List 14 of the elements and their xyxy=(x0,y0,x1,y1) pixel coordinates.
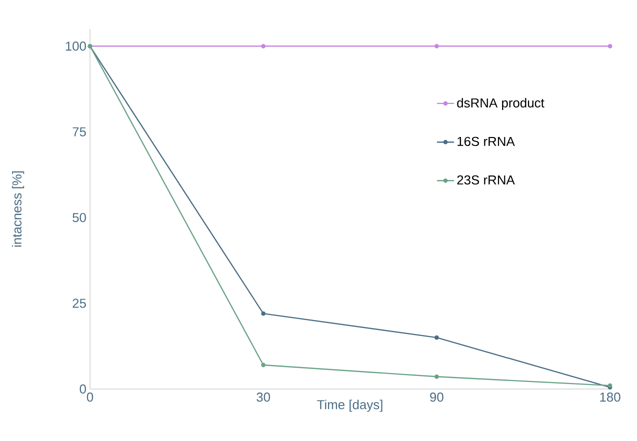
y-tick-label: 100 xyxy=(66,42,86,51)
y-tick-label: 50 xyxy=(72,212,86,222)
y-tick-label: 0 xyxy=(80,384,86,394)
legend-label: 23S rRNA xyxy=(457,175,515,185)
x-axis-title: Time [days] xyxy=(317,400,382,412)
y-tick-label: 25 xyxy=(72,298,86,308)
y-tick-label: 75 xyxy=(72,127,86,136)
x-tick-label: 180 xyxy=(600,392,620,402)
x-tick-label: 90 xyxy=(430,392,444,402)
legend-label: dsRNA product xyxy=(457,98,544,110)
x-tick-label: 0 xyxy=(86,392,94,402)
x-tick-label: 30 xyxy=(256,392,270,402)
y-axis-title: intacness [%] xyxy=(12,171,24,247)
legend-label: 16S rRNA xyxy=(458,136,515,146)
